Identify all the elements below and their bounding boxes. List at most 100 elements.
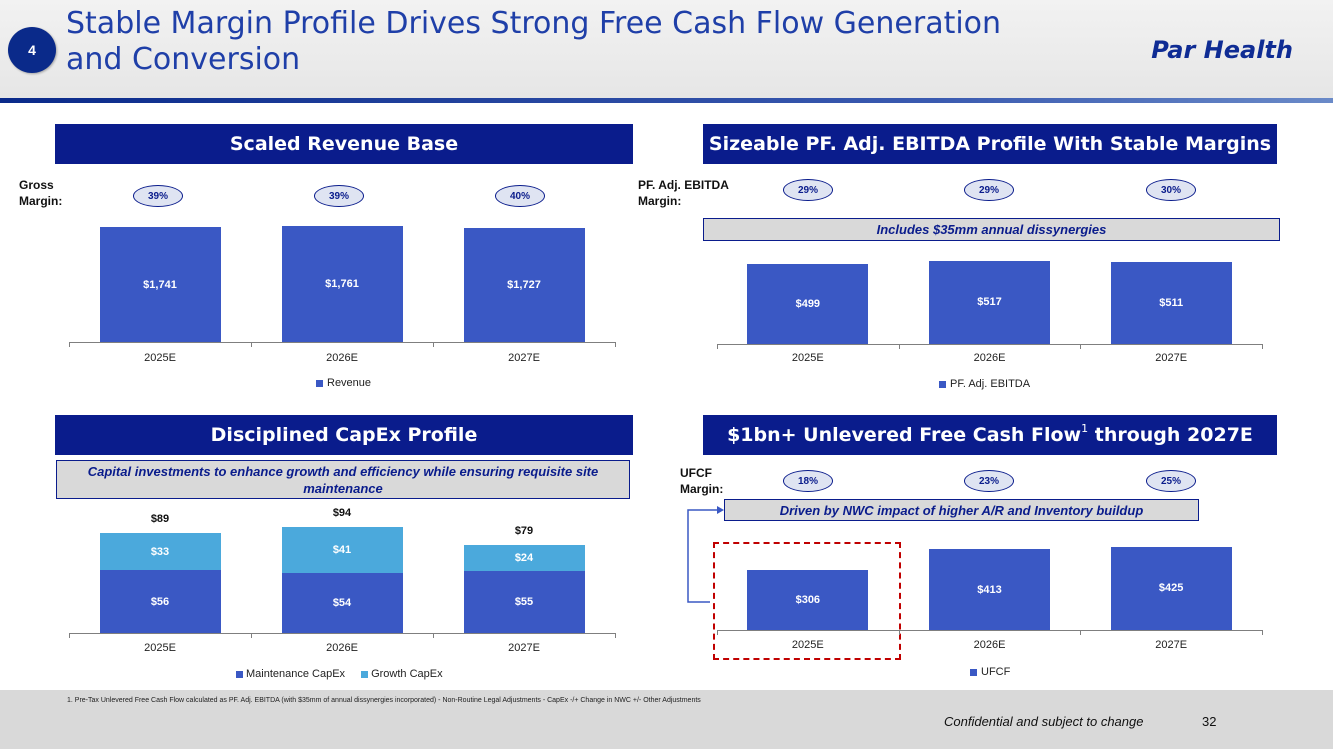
x-axis-tick <box>615 633 616 638</box>
ufcf-margin-pill: 25% <box>1146 470 1196 492</box>
bar-ufcf-2026e: $413 <box>929 549 1050 630</box>
x-axis-tick <box>1080 630 1082 635</box>
x-tick-label: 2025E <box>791 639 824 651</box>
ebitda-legend: PF. Adj. EBITDA <box>939 378 1030 390</box>
ufcf-margin-pill: 23% <box>964 470 1014 492</box>
confidential-notice: Confidential and subject to change <box>944 714 1144 729</box>
x-tick-label: 2025E <box>144 642 176 654</box>
bar-revenue-2026e: $1,761 <box>281 226 403 342</box>
ufcf-panel-title: $1bn+ Unlevered Free Cash Flow 1 through … <box>703 415 1277 455</box>
page-title: Stable Margin Profile Drives Strong Free… <box>66 6 1066 78</box>
page-title-line2: and Conversion <box>66 42 301 77</box>
x-axis-tick <box>69 633 70 638</box>
stack-total-label: $79 <box>514 524 534 537</box>
bar-growth-capex-2025e: $33 <box>99 533 221 571</box>
stack-total-label: $89 <box>150 513 170 526</box>
x-tick-label: 2027E <box>1155 352 1188 364</box>
ebitda-margin-label-line1: PF. Adj. EBITDA <box>638 178 729 192</box>
gross-margin-pill: 40% <box>495 185 545 207</box>
legend-swatch <box>361 670 369 678</box>
x-axis-tick <box>433 633 434 638</box>
bar-maintenance-capex-2026e: $54 <box>281 572 403 633</box>
x-axis-tick <box>1262 630 1263 635</box>
x-axis-tick <box>898 344 900 349</box>
section-number-badge: 4 <box>8 27 56 73</box>
gross-margin-label-line2: Margin: <box>19 194 63 208</box>
ufcf-margin-label-line2: Margin: <box>680 482 724 496</box>
x-axis-line <box>69 342 615 343</box>
ebitda-margin-pill: 30% <box>1146 179 1196 201</box>
x-axis-tick <box>1262 344 1263 349</box>
stack-total-label: $94 <box>332 506 352 519</box>
gross-margin-label: Gross Margin: <box>19 177 62 209</box>
bar-pf-adj-ebitda-2027e: $511 <box>1110 261 1232 344</box>
legend-label: Revenue <box>327 377 372 389</box>
legend-item-growth: Growth CapEx <box>361 668 443 680</box>
x-axis-line <box>717 344 1262 345</box>
bar-pf-adj-ebitda-2026e: $517 <box>929 260 1050 344</box>
x-tick-label: 2026E <box>326 352 358 364</box>
x-tick-label: 2027E <box>508 352 540 364</box>
x-tick-label: 2026E <box>326 642 358 654</box>
legend-item-maintenance: Maintenance CapEx <box>236 668 345 680</box>
ufcf-margin-pill: 18% <box>783 470 833 492</box>
bar-maintenance-capex-2025e: $56 <box>99 570 221 633</box>
legend-swatch <box>236 670 243 678</box>
x-axis-tick <box>251 633 252 638</box>
x-axis-tick <box>615 342 616 347</box>
ebitda-note: Includes $35mm annual dissynergies <box>703 218 1280 241</box>
ufcf-title-text: $1bn+ Unlevered Free Cash Flow <box>727 424 1082 446</box>
ufcf-2025-highlight-box <box>713 542 901 660</box>
capex-legend: Maintenance CapEx Growth CapEx <box>236 668 455 680</box>
x-tick-label: 2026E <box>973 639 1006 651</box>
legend-swatch <box>316 379 323 387</box>
legend-swatch <box>970 668 977 676</box>
legend-swatch <box>939 380 946 388</box>
bar-pf-adj-ebitda-2025e: $499 <box>747 263 869 344</box>
x-tick-label: 2025E <box>144 352 176 364</box>
ufcf-title-footnote-marker: 1 <box>1081 421 1089 435</box>
gross-margin-label-line1: Gross <box>19 178 54 192</box>
legend-label: UFCF <box>981 666 1011 678</box>
gross-margin-pill: 39% <box>314 185 364 207</box>
capex-panel-title: Disciplined CapEx Profile <box>55 415 633 455</box>
ufcf-title-suffix: through 2027E <box>1088 424 1253 446</box>
capex-note: Capital investments to enhance growth an… <box>56 460 630 499</box>
revenue-legend: Revenue <box>316 377 371 389</box>
x-tick-label: 2027E <box>1155 639 1188 651</box>
ebitda-margin-pill: 29% <box>783 179 833 201</box>
x-axis-line <box>69 633 615 634</box>
ebitda-margin-pill: 29% <box>964 179 1014 201</box>
brand-name: Par Health <box>1151 36 1293 64</box>
ufcf-margin-label-line1: UFCF <box>680 466 712 480</box>
gross-margin-pill: 39% <box>133 185 183 207</box>
x-tick-label: 2026E <box>973 352 1006 364</box>
ufcf-margin-label: UFCF Margin: <box>680 465 723 497</box>
bar-ufcf-2025e: $306 <box>747 570 869 630</box>
legend-label: Growth CapEx <box>371 668 443 680</box>
x-axis-tick <box>1080 344 1082 349</box>
connector-line <box>687 509 720 603</box>
x-axis-tick <box>898 630 900 635</box>
ebitda-margin-label-line2: Margin: <box>638 194 682 208</box>
x-axis-tick <box>69 342 70 347</box>
x-axis-line <box>717 630 1262 631</box>
ufcf-note: Driven by NWC impact of higher A/R and I… <box>724 499 1199 521</box>
legend-label: PF. Adj. EBITDA <box>950 378 1031 390</box>
ebitda-margin-label: PF. Adj. EBITDA Margin: <box>638 177 729 209</box>
connector-arrowhead <box>717 506 724 514</box>
x-axis-tick <box>717 344 718 349</box>
footnote: 1. Pre-Tax Unlevered Free Cash Flow calc… <box>67 697 701 704</box>
bar-revenue-2025e: $1,741 <box>99 227 221 342</box>
x-axis-tick <box>251 342 252 347</box>
bar-growth-capex-2027e: $24 <box>463 544 585 572</box>
header-rule <box>0 98 1333 103</box>
x-tick-label: 2025E <box>791 352 824 364</box>
ufcf-legend: UFCF <box>970 666 1010 678</box>
footer: 1. Pre-Tax Unlevered Free Cash Flow calc… <box>0 690 1333 749</box>
ufcf-note-connector-arrow <box>687 506 724 603</box>
page-title-line1: Stable Margin Profile Drives Strong Free… <box>66 6 1002 41</box>
bar-revenue-2027e: $1,727 <box>463 228 585 342</box>
bar-ufcf-2027e: $425 <box>1110 546 1232 630</box>
